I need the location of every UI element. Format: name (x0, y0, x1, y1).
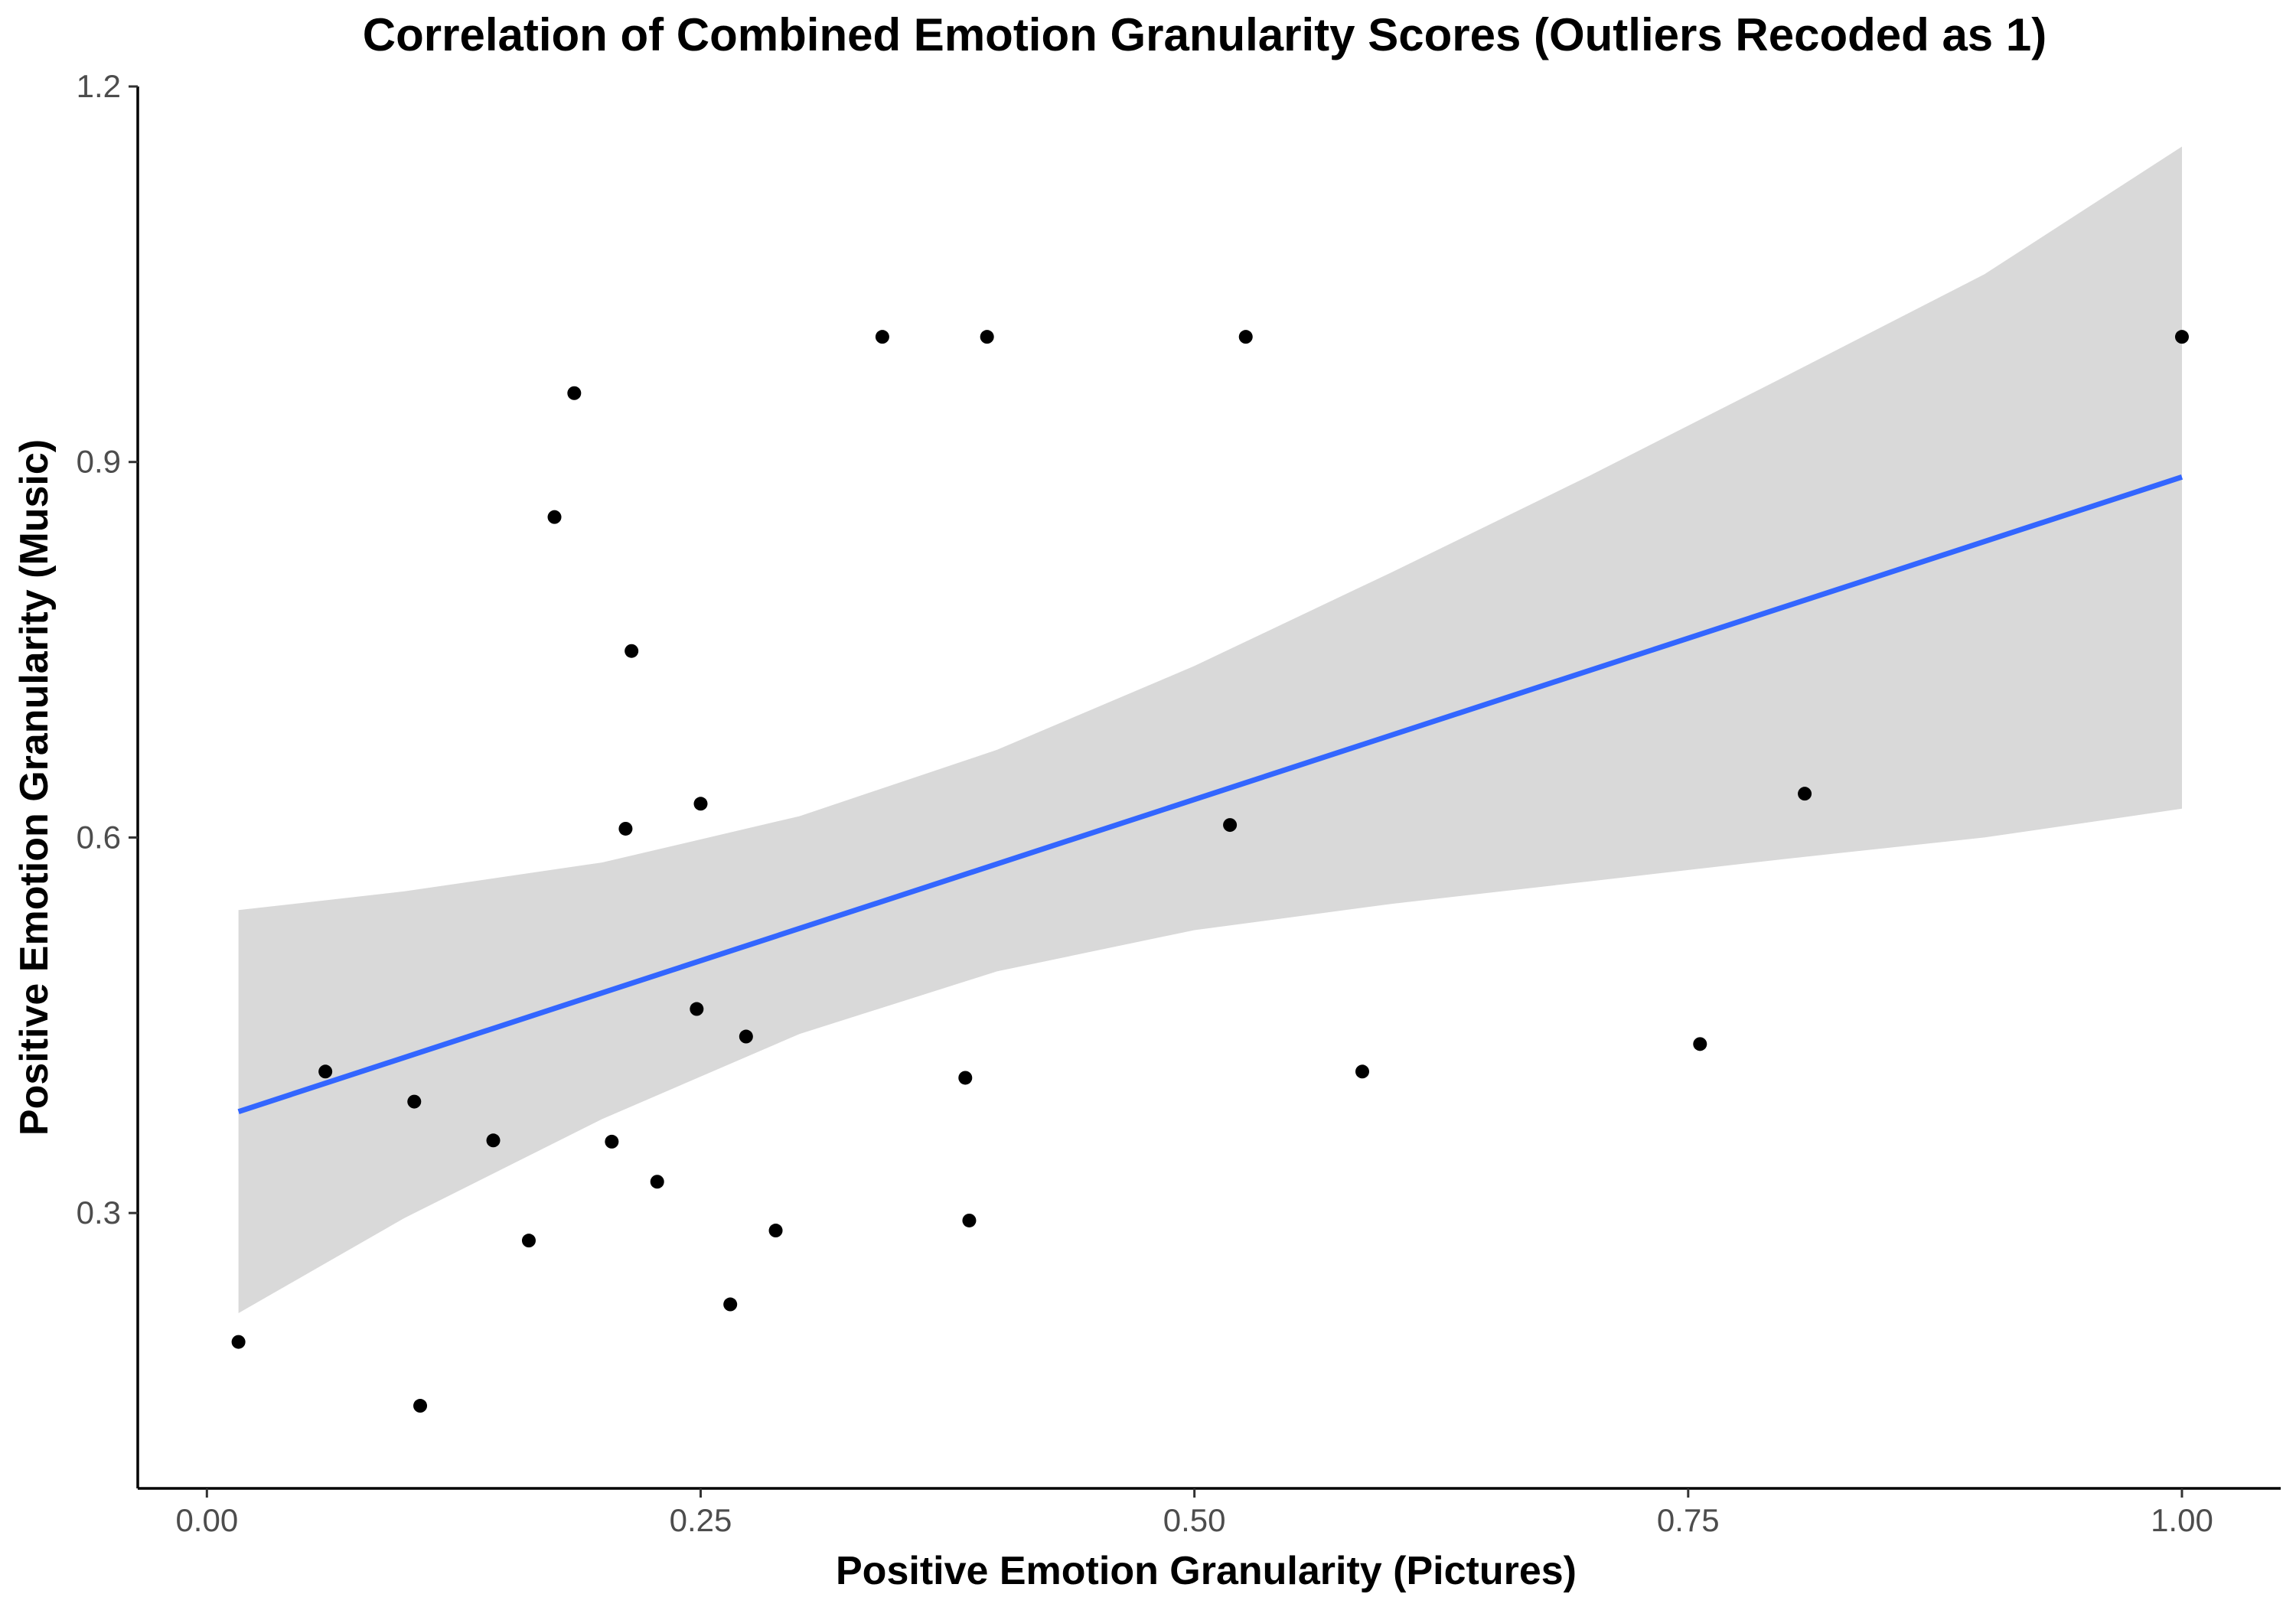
data-point (521, 1234, 536, 1248)
confidence-band (238, 146, 2182, 1313)
data-point (1355, 1064, 1369, 1079)
data-point (1238, 330, 1253, 344)
x-tick-label: 1.00 (2151, 1502, 2213, 1538)
data-point (547, 510, 562, 524)
x-axis-ticks: 0.00 0.25 0.50 0.75 1.00 (175, 1488, 2213, 1538)
data-point (407, 1094, 422, 1109)
data-point (875, 330, 889, 344)
data-point (958, 1071, 973, 1085)
y-tick-label: 0.6 (77, 819, 121, 855)
y-tick-label: 1.2 (77, 68, 121, 104)
y-axis-ticks: 0.3 0.6 0.9 1.2 (77, 68, 138, 1231)
fit-line-layer (237, 474, 2183, 1114)
y-axis-title: Positive Emotion Granularity (Music) (12, 439, 57, 1136)
data-point (2174, 330, 2189, 344)
data-point (618, 821, 633, 836)
x-tick-label: 0.75 (1657, 1502, 1720, 1538)
data-point (605, 1134, 619, 1149)
confidence-band-layer (238, 146, 2182, 1313)
data-point (1798, 787, 1812, 801)
data-point (980, 330, 994, 344)
data-point (1693, 1037, 1707, 1051)
data-point (1223, 818, 1238, 833)
x-tick-label: 0.00 (175, 1502, 238, 1538)
data-point (693, 797, 708, 811)
y-tick-label: 0.9 (77, 444, 121, 480)
data-point (625, 644, 639, 658)
data-point (318, 1064, 333, 1079)
data-point (413, 1399, 428, 1413)
data-point (768, 1224, 783, 1238)
data-point (567, 386, 582, 400)
data-point (690, 1002, 704, 1016)
y-tick-label: 0.3 (77, 1195, 121, 1231)
fit-line (237, 474, 2183, 1114)
x-tick-label: 0.50 (1163, 1502, 1226, 1538)
data-point (650, 1175, 664, 1189)
x-axis-title: Positive Emotion Granularity (Pictures) (836, 1549, 1577, 1593)
data-point (231, 1335, 246, 1349)
chart-title: Correlation of Combined Emotion Granular… (363, 9, 2047, 60)
points-layer (231, 330, 2189, 1413)
data-point (739, 1029, 753, 1044)
x-tick-label: 0.25 (670, 1502, 732, 1538)
data-point (486, 1133, 501, 1148)
data-point (962, 1213, 977, 1227)
data-point (723, 1297, 738, 1312)
